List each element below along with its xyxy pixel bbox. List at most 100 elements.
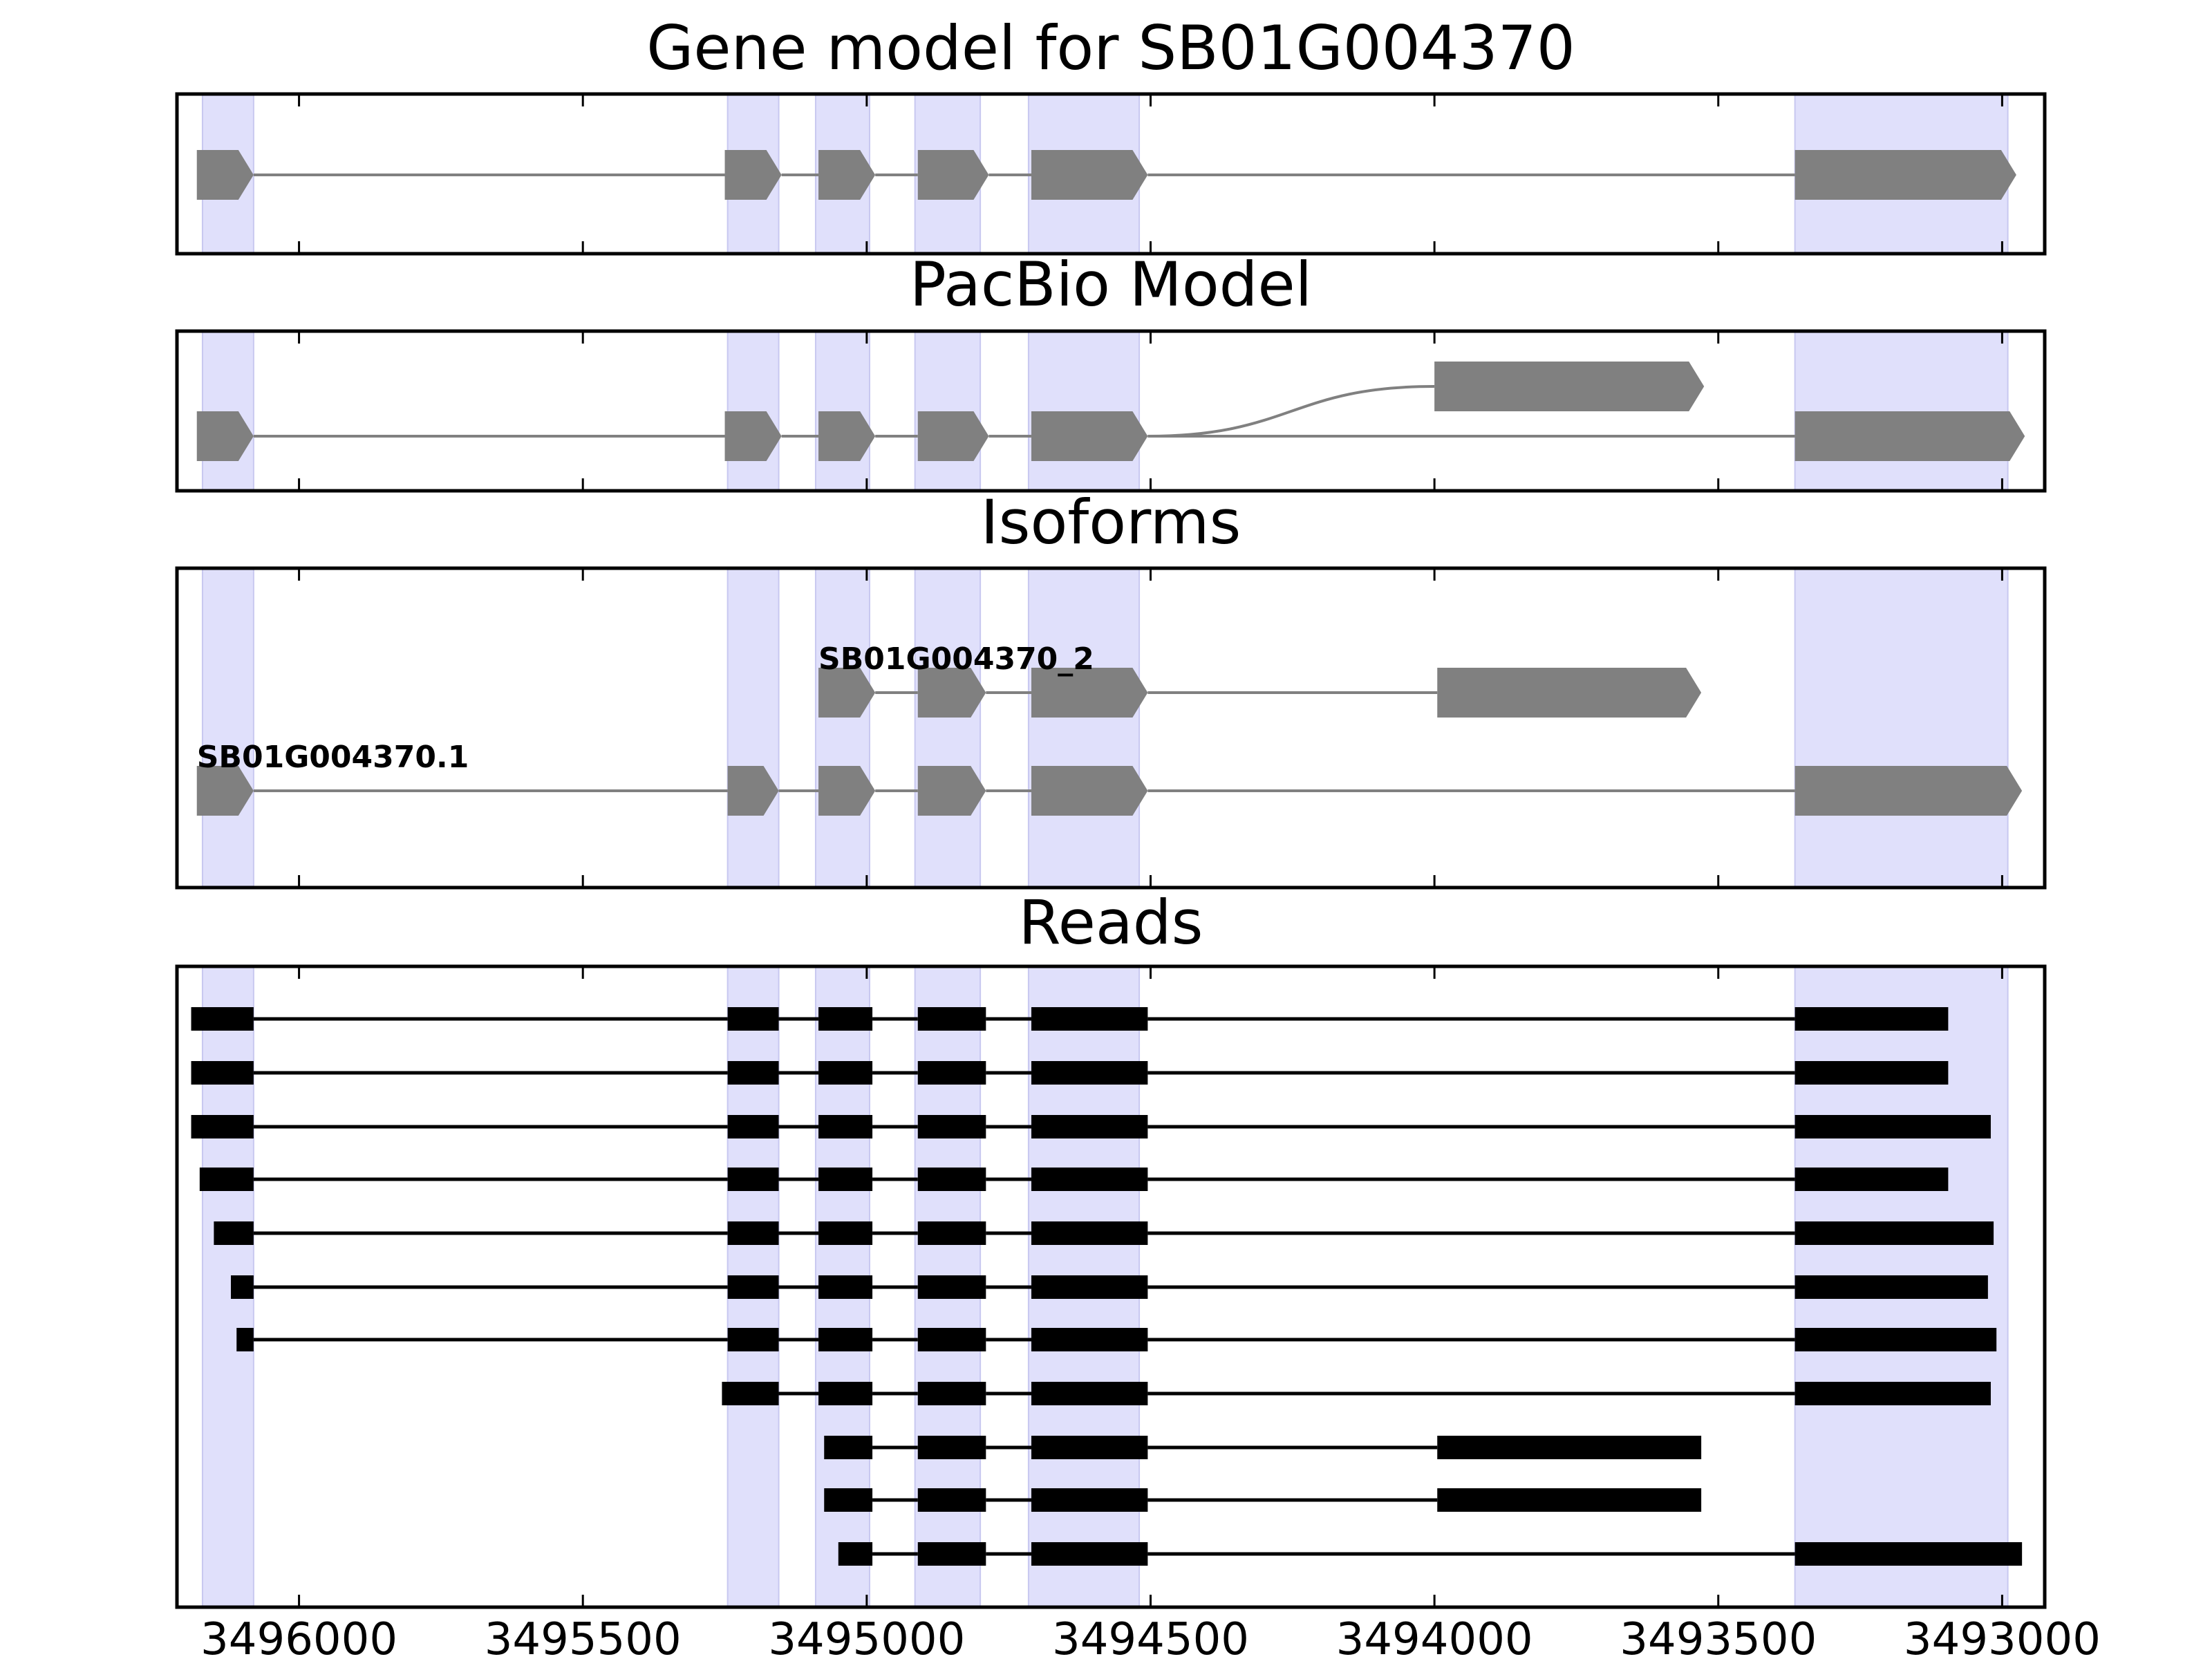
- read-block-reads-2-6: [1794, 1061, 1949, 1085]
- isoform-label-1: SB01G004370.1: [197, 740, 469, 775]
- read-block-reads-10-4: [1437, 1488, 1702, 1512]
- read-block-reads-7-3: [818, 1328, 873, 1351]
- exon-shading-pacbio_model-4: [914, 330, 982, 491]
- x-tick-label-5: 3494000: [1336, 1614, 1533, 1659]
- read-block-reads-2-5: [1031, 1061, 1148, 1085]
- exon-block-pacbio_model-1-2: [724, 411, 782, 461]
- read-block-reads-3-2: [727, 1115, 779, 1138]
- read-block-reads-11-4: [1794, 1542, 2023, 1566]
- read-block-reads-11-1: [838, 1542, 873, 1566]
- read-block-reads-6-6: [1794, 1275, 1988, 1299]
- panel-frame-gene_model: [175, 92, 2047, 256]
- read-block-reads-6-5: [1031, 1275, 1148, 1299]
- exon-block-pacbio_model-1-3: [818, 411, 876, 461]
- exon-block-isoforms-1-5: [1031, 766, 1148, 816]
- read-block-reads-4-4: [917, 1168, 986, 1191]
- exon-shading-isoforms-3: [814, 568, 870, 888]
- exon-block-gene_model-1-2: [724, 150, 782, 200]
- exon-block-isoforms-1-1: [196, 766, 254, 816]
- read-block-reads-3-5: [1031, 1115, 1148, 1138]
- read-block-reads-5-4: [917, 1221, 986, 1245]
- read-block-reads-8-4: [1031, 1382, 1148, 1405]
- exon-shading-isoforms-2: [727, 568, 780, 888]
- panel-title-pacbio_model: PacBio Model: [910, 249, 1312, 320]
- read-block-reads-9-2: [917, 1436, 986, 1459]
- read-block-reads-11-2: [917, 1542, 986, 1566]
- read-block-reads-1-6: [1794, 1007, 1949, 1031]
- x-tick-label-4: 3494500: [1052, 1614, 1249, 1659]
- read-block-reads-10-3: [1031, 1488, 1148, 1512]
- read-block-reads-8-3: [917, 1382, 986, 1405]
- read-block-reads-5-1: [214, 1221, 254, 1245]
- read-block-reads-4-1: [199, 1168, 254, 1191]
- panel-title-gene_model: Gene model for SB01G004370: [646, 12, 1575, 84]
- exon-block-isoforms-1-3: [818, 766, 876, 816]
- exon-shading-pacbio_model-2: [727, 330, 780, 491]
- read-block-reads-9-4: [1437, 1436, 1702, 1459]
- read-block-reads-11-3: [1031, 1542, 1148, 1566]
- x-tick-label-2: 3495500: [485, 1614, 682, 1659]
- exon-block-gene_model-1-3: [818, 150, 876, 200]
- read-block-reads-5-6: [1794, 1221, 1994, 1245]
- read-block-reads-8-5: [1794, 1382, 1991, 1405]
- isoform-label-2: SB01G004370_2: [818, 641, 1094, 677]
- read-block-reads-10-1: [824, 1488, 873, 1512]
- x-tick-label-1: 3496000: [200, 1614, 397, 1659]
- read-block-reads-6-1: [231, 1275, 254, 1299]
- x-tick-label-3: 3495000: [768, 1614, 965, 1659]
- read-block-reads-9-1: [824, 1436, 873, 1459]
- exon-block-pacbio_model-1-5: [1031, 411, 1148, 461]
- exon-block-isoforms-1-6: [1794, 766, 2023, 816]
- read-block-reads-3-4: [917, 1115, 986, 1138]
- read-block-reads-1-3: [818, 1007, 873, 1031]
- read-block-reads-9-3: [1031, 1436, 1148, 1459]
- exon-block-pacbio_model-1-6: [1794, 411, 2025, 461]
- exon-block-gene_model-1-5: [1031, 150, 1148, 200]
- exon-shading-pacbio_model-6: [1794, 330, 2009, 491]
- read-block-reads-10-2: [917, 1488, 986, 1512]
- read-block-reads-5-5: [1031, 1221, 1148, 1245]
- read-block-reads-4-2: [727, 1168, 779, 1191]
- read-block-reads-7-5: [1031, 1328, 1148, 1351]
- exon-shading-isoforms-1: [201, 568, 254, 888]
- exon-shading-isoforms-5: [1027, 568, 1141, 888]
- read-block-reads-1-2: [727, 1007, 779, 1031]
- exon-block-gene_model-1-1: [196, 150, 254, 200]
- read-block-reads-5-3: [818, 1221, 873, 1245]
- read-block-reads-4-3: [818, 1168, 873, 1191]
- exon-block-isoforms-2-1: [818, 668, 876, 718]
- exon-shading-pacbio_model-1: [201, 330, 254, 491]
- exon-block-isoforms-2-2: [917, 668, 986, 718]
- read-block-reads-2-4: [917, 1061, 986, 1085]
- read-block-reads-2-3: [818, 1061, 873, 1085]
- exon-block-gene_model-1-4: [917, 150, 989, 200]
- exon-shading-isoforms-6: [1794, 568, 2009, 888]
- exon-shading-pacbio_model-5: [1027, 330, 1141, 491]
- read-block-reads-2-2: [727, 1061, 779, 1085]
- exon-block-isoforms-1-2: [727, 766, 779, 816]
- exon-block-pacbio_model-2-1: [1434, 362, 1705, 411]
- panel-title-reads: Reads: [1019, 887, 1203, 958]
- read-block-reads-1-4: [917, 1007, 986, 1031]
- read-block-reads-8-2: [818, 1382, 873, 1405]
- read-block-reads-7-4: [917, 1328, 986, 1351]
- panel-frame-reads: [175, 964, 2047, 1609]
- exon-block-isoforms-2-3: [1031, 668, 1148, 718]
- read-block-reads-2-1: [191, 1061, 254, 1085]
- read-block-reads-5-2: [727, 1221, 779, 1245]
- read-block-reads-7-1: [236, 1328, 254, 1351]
- exon-block-pacbio_model-1-1: [196, 411, 254, 461]
- exon-block-isoforms-2-4: [1437, 668, 1702, 718]
- exon-block-gene_model-1-6: [1794, 150, 2016, 200]
- read-block-reads-3-1: [191, 1115, 254, 1138]
- x-tick-label-7: 3493000: [1904, 1614, 2101, 1659]
- read-block-reads-6-3: [818, 1275, 873, 1299]
- x-tick-label-6: 3493500: [1620, 1614, 1817, 1659]
- read-block-reads-8-1: [722, 1382, 779, 1405]
- exon-block-pacbio_model-1-4: [917, 411, 989, 461]
- read-block-reads-7-2: [727, 1328, 779, 1351]
- read-block-reads-3-3: [818, 1115, 873, 1138]
- read-block-reads-4-6: [1794, 1168, 1949, 1191]
- read-block-reads-4-5: [1031, 1168, 1148, 1191]
